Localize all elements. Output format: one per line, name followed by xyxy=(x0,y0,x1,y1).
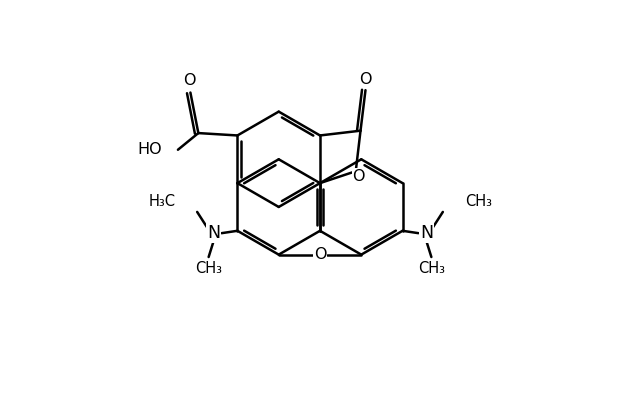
Text: O: O xyxy=(183,73,196,88)
Text: CH₃: CH₃ xyxy=(465,195,492,210)
Text: HO: HO xyxy=(138,142,162,157)
Text: O: O xyxy=(314,247,326,262)
Text: H₃C: H₃C xyxy=(148,195,175,210)
Text: CH₃: CH₃ xyxy=(418,262,445,276)
Text: O: O xyxy=(353,169,365,184)
Text: O: O xyxy=(359,72,372,87)
Text: N: N xyxy=(420,224,433,242)
Text: CH₃: CH₃ xyxy=(195,262,222,276)
Text: N: N xyxy=(207,224,220,242)
